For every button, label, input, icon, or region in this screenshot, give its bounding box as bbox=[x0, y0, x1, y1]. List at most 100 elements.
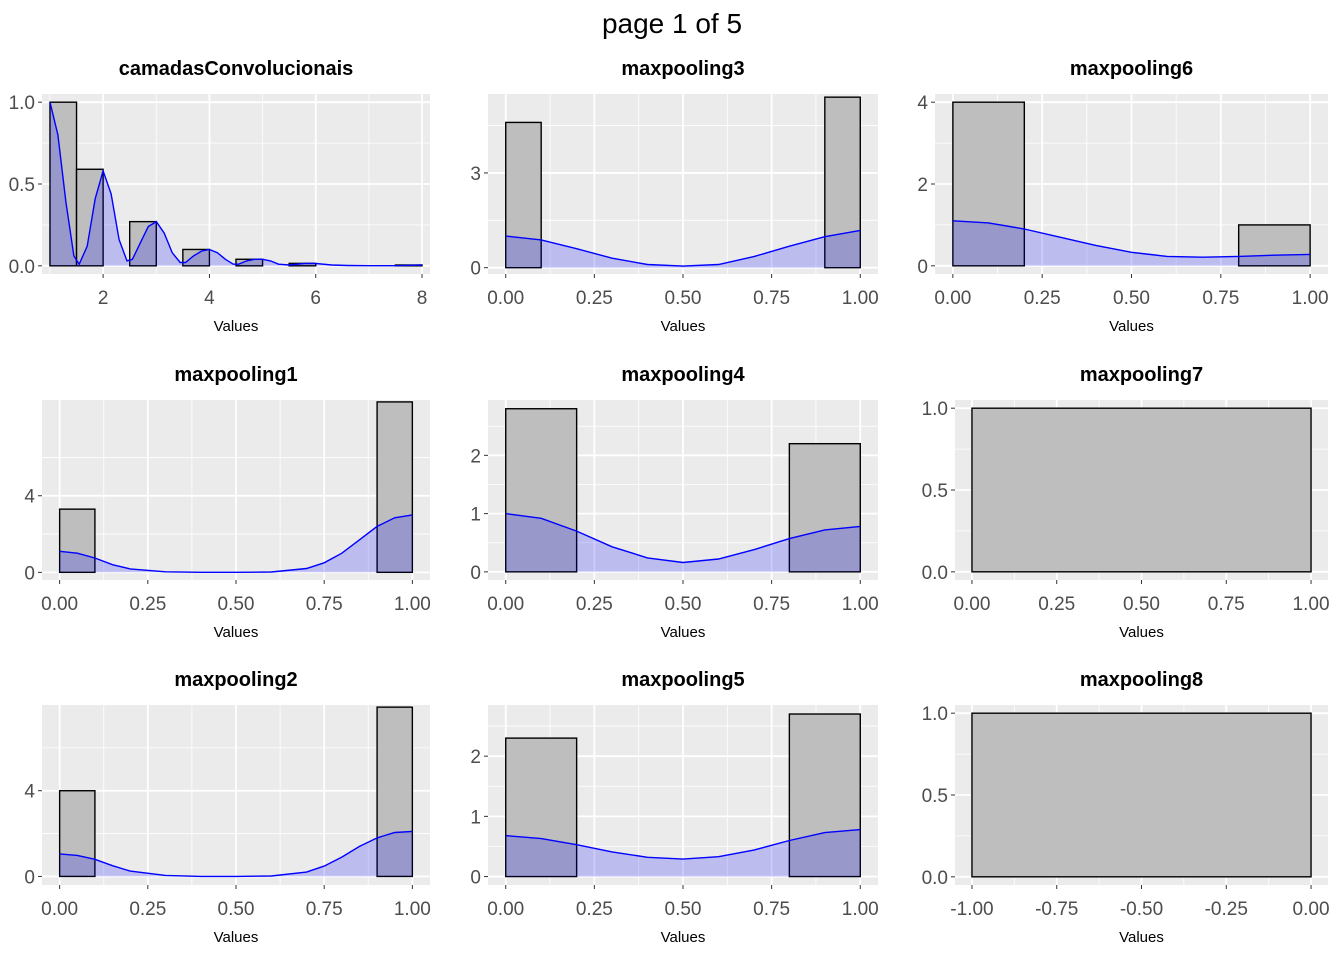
histogram-bar bbox=[788, 442, 861, 573]
density-area bbox=[50, 102, 422, 266]
x-tick-label: 1.00 bbox=[394, 594, 431, 615]
x-tick-label: -0.75 bbox=[1035, 899, 1078, 920]
x-tick-label: 0.50 bbox=[665, 594, 702, 615]
histogram-bar bbox=[58, 790, 96, 878]
y-tick-label: 2 bbox=[470, 747, 481, 768]
x-tick-label: 2 bbox=[98, 288, 109, 309]
x-axis-label: Values bbox=[214, 929, 259, 946]
y-tick-label: 3 bbox=[470, 164, 481, 185]
x-tick-label: 8 bbox=[417, 288, 428, 309]
x-tick-label: 0.50 bbox=[1113, 288, 1150, 309]
histogram-bar bbox=[505, 737, 578, 878]
x-tick-label: 0.00 bbox=[1293, 899, 1330, 920]
density-area bbox=[59, 514, 413, 573]
panels: camadasConvolucionais 0.0 0.5 1.0 2 4 6 8 Values… bbox=[9, 58, 1330, 946]
panel-title: maxpooling1 bbox=[174, 364, 297, 386]
x-tick-label: 0.75 bbox=[1208, 594, 1245, 615]
y-tick-label: 0.0 bbox=[922, 868, 948, 889]
page-title: page 1 of 5 bbox=[602, 8, 742, 39]
x-tick-label: 1.00 bbox=[1293, 594, 1330, 615]
density-area bbox=[952, 220, 1311, 266]
x-axis-label: Values bbox=[1109, 318, 1154, 335]
chart-panel-9: maxpooling8 0.0 0.5 1.0 -1.00 -0.75 -0.50 -0.25… bbox=[922, 669, 1330, 946]
y-tick-label: 4 bbox=[917, 93, 928, 114]
x-tick-label: 0.00 bbox=[487, 288, 524, 309]
x-tick-label: 0.50 bbox=[665, 899, 702, 920]
y-tick-label: 0.0 bbox=[9, 257, 35, 278]
histogram-bar bbox=[1237, 224, 1311, 267]
x-tick-label: -0.50 bbox=[1120, 899, 1163, 920]
x-tick-label: 0.25 bbox=[1024, 288, 1061, 309]
y-tick-label: 1 bbox=[470, 505, 481, 526]
chart-panel-8: maxpooling5 0 1 2 0.00 0.25 0.50 0.75 1.00 Values bbox=[470, 669, 878, 946]
histogram-bar bbox=[128, 220, 157, 267]
histogram-bar bbox=[376, 706, 414, 878]
y-tick-label: 2 bbox=[470, 446, 481, 467]
histogram-bar bbox=[788, 713, 861, 878]
panel-title: maxpooling3 bbox=[621, 58, 744, 80]
y-tick-label: 4 bbox=[24, 487, 35, 508]
x-tick-label: 0.50 bbox=[665, 288, 702, 309]
x-tick-label: 0.75 bbox=[1202, 288, 1239, 309]
chart-panel-7: maxpooling2 0 4 0.00 0.25 0.50 0.75 1.00 Values bbox=[24, 669, 430, 946]
x-tick-label: 0.00 bbox=[487, 594, 524, 615]
density-line bbox=[49, 102, 423, 267]
x-tick-label: 0.25 bbox=[576, 594, 613, 615]
x-tick-label: 0.25 bbox=[576, 899, 613, 920]
y-tick-label: 2 bbox=[917, 175, 928, 196]
y-tick-label: 0.5 bbox=[9, 175, 35, 196]
panel-title: maxpooling5 bbox=[621, 669, 744, 691]
panel-title: maxpooling4 bbox=[621, 364, 745, 386]
histogram-bar bbox=[952, 101, 1026, 267]
x-tick-label: 1.00 bbox=[1292, 288, 1329, 309]
density-line bbox=[952, 220, 1311, 258]
x-axis-label: Values bbox=[214, 318, 259, 335]
x-tick-label: 0.25 bbox=[129, 594, 166, 615]
x-tick-label: 0.00 bbox=[934, 288, 971, 309]
histogram-bar bbox=[505, 121, 542, 269]
x-tick-label: 0.00 bbox=[41, 899, 78, 920]
x-axis-label: Values bbox=[661, 929, 706, 946]
x-tick-label: 0.00 bbox=[487, 899, 524, 920]
x-tick-label: 1.00 bbox=[842, 899, 879, 920]
x-tick-label: 0.25 bbox=[1038, 594, 1075, 615]
y-tick-label: 1.0 bbox=[922, 399, 948, 420]
x-axis-label: Values bbox=[661, 318, 706, 335]
y-tick-label: 0.0 bbox=[922, 563, 948, 584]
y-tick-label: 0.5 bbox=[922, 481, 948, 502]
panel-title: camadasConvolucionais bbox=[119, 58, 354, 80]
x-tick-label: 0.50 bbox=[218, 594, 255, 615]
density-area bbox=[505, 513, 861, 572]
x-axis-label: Values bbox=[214, 624, 259, 641]
density-area bbox=[505, 230, 861, 268]
histogram-bar bbox=[376, 401, 414, 574]
chart-panel-5: maxpooling4 0 1 2 0.00 0.25 0.50 0.75 1.00 Values bbox=[470, 364, 878, 641]
x-tick-label: 4 bbox=[204, 288, 215, 309]
chart-panel-3: maxpooling6 0 2 4 0.00 0.25 0.50 0.75 1.00 Values bbox=[917, 58, 1328, 335]
y-tick-label: 0 bbox=[24, 563, 35, 584]
x-tick-label: 0.00 bbox=[41, 594, 78, 615]
histogram-bar bbox=[971, 407, 1312, 573]
x-tick-label: 1.00 bbox=[394, 899, 431, 920]
x-tick-label: 1.00 bbox=[842, 594, 879, 615]
y-tick-label: 4 bbox=[24, 782, 35, 803]
panel-title: maxpooling6 bbox=[1070, 58, 1193, 80]
histogram-bar bbox=[182, 248, 211, 267]
y-tick-label: 0 bbox=[24, 867, 35, 888]
histogram-bar bbox=[235, 258, 264, 267]
x-axis-label: Values bbox=[661, 624, 706, 641]
chart-panel-2: maxpooling3 0 3 0.00 0.25 0.50 0.75 1.00 Values bbox=[470, 58, 878, 335]
y-tick-label: 0 bbox=[917, 257, 928, 278]
histogram-bar bbox=[505, 408, 578, 573]
y-tick-label: 1.0 bbox=[922, 704, 948, 725]
panel-title: maxpooling8 bbox=[1080, 669, 1203, 691]
x-tick-label: 0.00 bbox=[953, 594, 990, 615]
chart-panel-1: camadasConvolucionais 0.0 0.5 1.0 2 4 6 8 Values bbox=[9, 58, 430, 335]
x-tick-label: -1.00 bbox=[950, 899, 993, 920]
panel-title: maxpooling7 bbox=[1080, 364, 1203, 386]
y-tick-label: 0.5 bbox=[922, 786, 948, 807]
y-tick-label: 0 bbox=[470, 868, 481, 889]
x-tick-label: 0.25 bbox=[576, 288, 613, 309]
y-tick-label: 0 bbox=[470, 259, 481, 280]
